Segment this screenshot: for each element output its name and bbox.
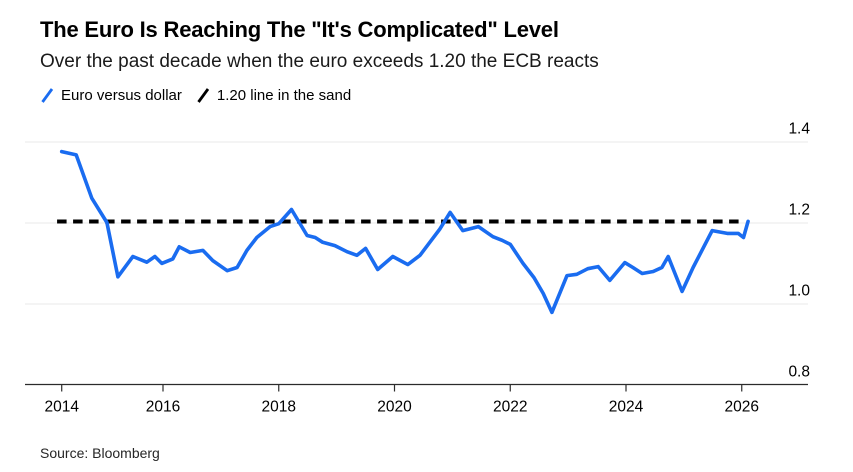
- x-tick-label: 2020: [377, 399, 412, 416]
- chart-legend: Euro versus dollar 1.20 line in the sand: [40, 87, 351, 104]
- legend-item-euro: Euro versus dollar: [40, 87, 182, 104]
- x-tick-label: 2014: [44, 399, 79, 416]
- x-tick-label: 2018: [262, 399, 296, 416]
- legend-label-threshold: 1.20 line in the sand: [216, 87, 352, 104]
- y-tick-label: 0.8: [788, 364, 810, 381]
- chart-subtitle: Over the past decade when the euro excee…: [40, 51, 599, 72]
- legend-label-euro: Euro versus dollar: [61, 87, 182, 104]
- y-tick-label: 1.0: [788, 283, 810, 300]
- legend-item-threshold: 1.20 line in the sand: [196, 87, 351, 104]
- x-tick-label: 2016: [146, 399, 180, 416]
- x-tick-label: 2026: [725, 399, 759, 416]
- x-tick-label: 2024: [609, 399, 644, 416]
- y-tick-label: 1.4: [788, 121, 810, 138]
- x-tick-label: 2022: [493, 399, 527, 416]
- black-slash-icon: [196, 87, 211, 104]
- source-credit: Source: Bloomberg: [40, 445, 160, 461]
- y-tick-label: 1.2: [788, 202, 810, 219]
- chart-title: The Euro Is Reaching The "It's Complicat…: [40, 17, 559, 42]
- euro-line: [59, 149, 750, 315]
- blue-slash-icon: [40, 87, 55, 104]
